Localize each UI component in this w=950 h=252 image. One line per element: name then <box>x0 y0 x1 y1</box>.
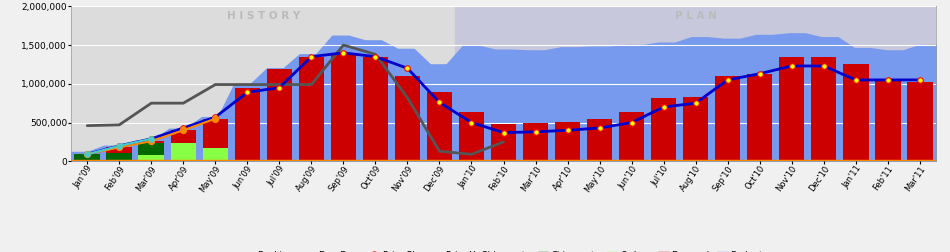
Bar <box>522 123 548 161</box>
Bar <box>714 76 740 161</box>
Bar <box>651 98 676 161</box>
Point <box>143 137 159 141</box>
Point <box>335 51 351 55</box>
Bar <box>170 150 196 161</box>
Point <box>112 144 127 148</box>
Point <box>143 139 159 143</box>
Point <box>656 105 672 109</box>
Bar <box>235 88 260 161</box>
Point <box>208 117 223 121</box>
Point <box>304 55 319 59</box>
Point <box>592 126 607 130</box>
Bar <box>106 153 132 161</box>
Bar <box>779 57 805 161</box>
Bar <box>683 97 709 161</box>
Bar <box>202 119 228 161</box>
Bar <box>747 75 772 161</box>
Point <box>720 78 735 82</box>
Point <box>176 126 191 130</box>
Point <box>239 90 255 94</box>
Point <box>208 115 223 119</box>
Point <box>272 86 287 90</box>
Point <box>848 78 864 82</box>
Point <box>432 100 447 104</box>
Bar <box>811 57 837 161</box>
Bar <box>455 6 936 161</box>
Bar <box>139 143 164 161</box>
Point <box>464 120 479 124</box>
Bar <box>843 65 868 161</box>
Bar <box>139 141 164 161</box>
Bar <box>202 148 228 161</box>
Point <box>912 78 927 82</box>
Point <box>880 78 895 82</box>
Bar <box>298 57 324 161</box>
Point <box>80 152 95 156</box>
Bar <box>170 130 196 161</box>
Point <box>143 137 159 141</box>
Bar <box>74 154 100 161</box>
Point <box>496 131 511 135</box>
Bar <box>71 6 455 161</box>
Text: P L A N: P L A N <box>674 11 716 21</box>
Legend: Bookings, Dep Dem, Prior Plan, Prior Yr Shipments, Shipments, Orders, Demand, Bu: Bookings, Dep Dem, Prior Plan, Prior Yr … <box>244 251 763 252</box>
Point <box>80 152 95 156</box>
Point <box>528 130 543 134</box>
Bar <box>618 112 644 161</box>
Point <box>368 55 383 59</box>
Text: H I S T O R Y: H I S T O R Y <box>227 11 300 21</box>
Bar <box>587 119 613 161</box>
Bar <box>459 112 484 161</box>
Point <box>624 120 639 124</box>
Point <box>688 101 703 105</box>
Point <box>752 72 768 76</box>
Bar <box>875 81 901 161</box>
Bar <box>427 92 452 161</box>
Point <box>176 128 191 132</box>
Point <box>112 144 127 148</box>
Bar <box>363 57 389 161</box>
Bar <box>74 154 100 161</box>
Bar <box>394 76 420 161</box>
Point <box>400 66 415 70</box>
Point <box>112 145 127 149</box>
Point <box>80 152 95 156</box>
Bar <box>331 54 356 161</box>
Bar <box>170 143 196 161</box>
Bar <box>267 69 293 161</box>
Point <box>560 128 575 132</box>
Bar <box>555 122 580 161</box>
Bar <box>139 155 164 161</box>
Bar <box>491 124 516 161</box>
Bar <box>907 82 933 161</box>
Bar <box>106 147 132 161</box>
Point <box>816 64 831 68</box>
Point <box>784 64 799 68</box>
